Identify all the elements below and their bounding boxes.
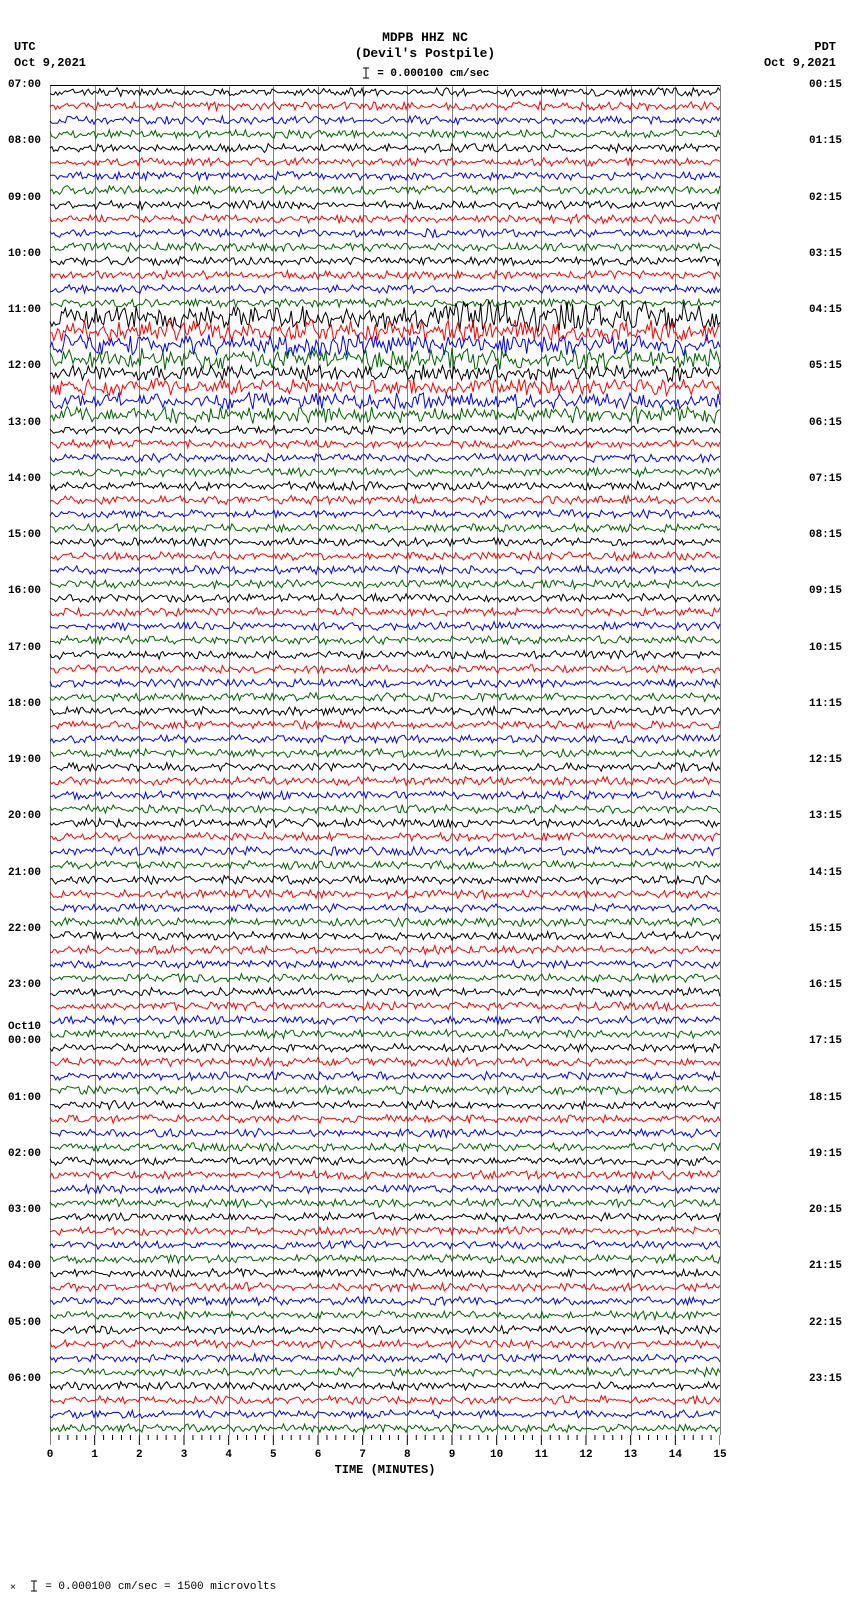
hour-label-left: 04:00 — [8, 1260, 41, 1272]
hour-label-right: 11:15 — [809, 698, 842, 710]
date-left: Oct 9,2021 — [14, 56, 86, 70]
hour-label-left: 17:00 — [8, 642, 41, 654]
x-tick-label: 9 — [449, 1449, 456, 1461]
tz-right: PDT — [814, 40, 836, 54]
scale-bar-icon — [29, 1579, 39, 1593]
hour-label-right: 18:15 — [809, 1092, 842, 1104]
hour-label-left: 03:00 — [8, 1204, 41, 1216]
x-tick-label: 11 — [535, 1449, 548, 1461]
station-location: (Devil's Postpile) — [0, 46, 850, 61]
hour-label-right: 07:15 — [809, 473, 842, 485]
hour-label-right: 19:15 — [809, 1148, 842, 1160]
hour-label-left: 08:00 — [8, 135, 41, 147]
hour-label-right: 16:15 — [809, 979, 842, 991]
x-tick-label: 10 — [490, 1449, 503, 1461]
hour-label-left: 22:00 — [8, 923, 41, 935]
hour-label-right: 03:15 — [809, 248, 842, 260]
x-tick-label: 3 — [181, 1449, 188, 1461]
x-tick-label: 5 — [270, 1449, 277, 1461]
plot-area — [50, 85, 720, 1435]
tz-left: UTC — [14, 40, 36, 54]
footer-scale: × = 0.000100 cm/sec = 1500 microvolts — [10, 1579, 276, 1593]
svg-text:×: × — [10, 1583, 16, 1592]
hour-label-right: 10:15 — [809, 642, 842, 654]
x-tick-label: 2 — [136, 1449, 143, 1461]
hour-label-left: 18:00 — [8, 698, 41, 710]
x-axis-ticks-bottom: 0123456789101112131415 — [50, 1437, 720, 1457]
hour-label-left: 07:00 — [8, 79, 41, 91]
hour-label-right: 06:15 — [809, 417, 842, 429]
x-tick-label: 1 — [91, 1449, 98, 1461]
hour-label-right: 21:15 — [809, 1260, 842, 1272]
x-tick-label: 7 — [359, 1449, 366, 1461]
hour-label-right: 09:15 — [809, 585, 842, 597]
hour-label-left: 20:00 — [8, 810, 41, 822]
hour-label-right: 12:15 — [809, 754, 842, 766]
x-tick-label: 0 — [47, 1449, 54, 1461]
x-tick-label: 13 — [624, 1449, 637, 1461]
hour-label-left: 15:00 — [8, 529, 41, 541]
hour-label-left: 12:00 — [8, 360, 41, 372]
x-tick-label: 6 — [315, 1449, 322, 1461]
hour-label-right: 13:15 — [809, 810, 842, 822]
hour-label-left: 06:00 — [8, 1373, 41, 1385]
hour-label-right: 23:15 — [809, 1373, 842, 1385]
hour-label-left: 02:00 — [8, 1148, 41, 1160]
station-id: MDPB HHZ NC — [0, 30, 850, 45]
hour-label-right: 20:15 — [809, 1204, 842, 1216]
hour-label-left: 23:00 — [8, 979, 41, 991]
hour-label-left: 11:00 — [8, 304, 41, 316]
x-tick-label: 8 — [404, 1449, 411, 1461]
x-axis-label: TIME (MINUTES) — [50, 1463, 720, 1477]
hour-label-right: 15:15 — [809, 923, 842, 935]
hour-label-right: 00:15 — [809, 79, 842, 91]
hour-label-right: 14:15 — [809, 867, 842, 879]
hour-label-left: 05:00 — [8, 1317, 41, 1329]
hour-label-left: 16:00 — [8, 585, 41, 597]
hour-label-left: 00:00 — [8, 1035, 41, 1047]
hour-label-right: 01:15 — [809, 135, 842, 147]
hour-label-right: 17:15 — [809, 1035, 842, 1047]
hour-label-right: 22:15 — [809, 1317, 842, 1329]
hour-label-right: 02:15 — [809, 192, 842, 204]
hour-label-left: 21:00 — [8, 867, 41, 879]
hour-label-left: 19:00 — [8, 754, 41, 766]
x-tick-label: 4 — [225, 1449, 232, 1461]
seismogram-container: MDPB HHZ NC (Devil's Postpile) = 0.00010… — [0, 0, 850, 1613]
hour-label-left: 09:00 — [8, 192, 41, 204]
scale-bar-icon: × — [10, 1580, 22, 1592]
date-right: Oct 9,2021 — [764, 56, 836, 70]
grid-line-v — [720, 85, 721, 1435]
x-tick-label: 15 — [713, 1449, 726, 1461]
x-tick-label: 12 — [579, 1449, 592, 1461]
hour-label-left: 01:00 — [8, 1092, 41, 1104]
footer-scale-text: = 0.000100 cm/sec = 1500 microvolts — [45, 1581, 276, 1593]
x-tick-label: 14 — [669, 1449, 682, 1461]
hour-label-right: 05:15 — [809, 360, 842, 372]
hour-label-left: 10:00 — [8, 248, 41, 260]
hour-label-right: 04:15 — [809, 304, 842, 316]
hour-label-left: 13:00 — [8, 417, 41, 429]
hour-label-right: 08:15 — [809, 529, 842, 541]
day-break-label: Oct10 — [8, 1021, 41, 1033]
hour-label-left: 14:00 — [8, 473, 41, 485]
